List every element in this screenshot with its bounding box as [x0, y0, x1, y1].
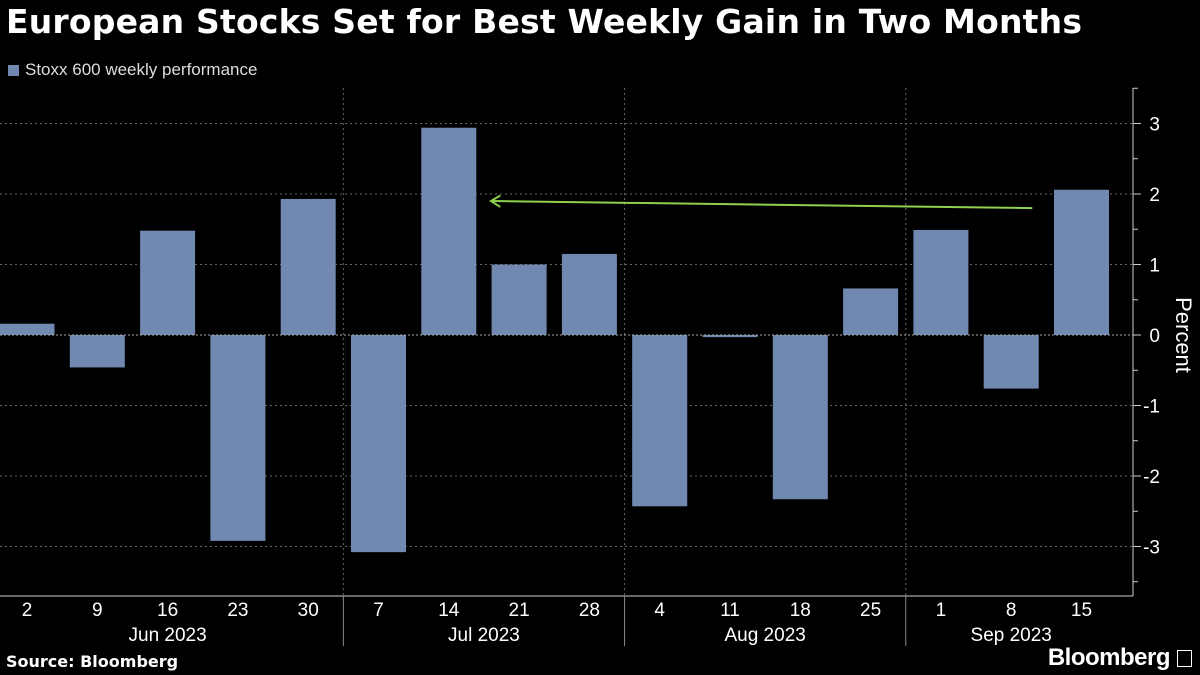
bar: [843, 288, 899, 335]
y-tick-label: 3: [1149, 115, 1160, 136]
x-tick-label: 11: [720, 600, 740, 621]
y-tick-label: -2: [1143, 467, 1160, 488]
y-axis-label: Percent: [1171, 297, 1196, 373]
x-tick-label: 21: [509, 600, 530, 621]
x-tick-label: 30: [298, 600, 319, 621]
bar: [69, 335, 125, 368]
month-label: Sep 2023: [971, 625, 1052, 646]
x-tick-label: 16: [157, 600, 178, 621]
y-tick-label: 1: [1149, 256, 1160, 277]
bar: [913, 229, 969, 335]
y-tick-label: 2: [1149, 185, 1160, 206]
bar: [210, 335, 266, 541]
legend: Stoxx 600 weekly performance: [8, 60, 257, 80]
x-tick-label: 2: [22, 600, 33, 621]
y-tick-label: 0: [1149, 326, 1160, 347]
x-tick-label: 18: [790, 600, 811, 621]
bar: [1054, 189, 1109, 335]
x-tick-label: 9: [92, 600, 103, 621]
bar: [421, 127, 477, 335]
x-tick-label: 7: [373, 600, 384, 621]
bloomberg-logo-icon: [1177, 650, 1192, 667]
x-tick-label: 28: [579, 600, 600, 621]
source-note: Source: Bloomberg: [6, 652, 179, 671]
legend-label: Stoxx 600 weekly performance: [25, 60, 258, 79]
x-tick-label: 8: [1006, 600, 1017, 621]
bar: [772, 335, 828, 500]
x-tick-label: 4: [654, 600, 665, 621]
bar: [280, 198, 336, 335]
month-label: Aug 2023: [724, 625, 805, 646]
x-tick-label: 23: [227, 600, 248, 621]
y-tick-label: -1: [1143, 397, 1160, 418]
y-tick-label: -3: [1143, 538, 1160, 559]
bar: [702, 335, 758, 338]
bloomberg-logo: Bloomberg: [1047, 644, 1171, 671]
bar: [983, 335, 1039, 389]
month-label: Jul 2023: [448, 625, 520, 646]
legend-swatch: [8, 64, 19, 76]
bar: [632, 335, 688, 507]
bar: [491, 264, 547, 335]
chart-title: European Stocks Set for Best Weekly Gain…: [6, 2, 1083, 41]
bar: [561, 253, 617, 335]
x-tick-label: 25: [860, 600, 881, 621]
month-label: Jun 2023: [129, 625, 207, 646]
bar: [140, 230, 196, 335]
x-tick-label: 1: [936, 600, 947, 621]
x-tick-label: 15: [1071, 600, 1092, 621]
annotation-arrow-line: [490, 200, 1033, 210]
annotation-arrow-head: [489, 194, 501, 208]
x-tick-label: 14: [438, 600, 460, 621]
bar: [351, 335, 406, 553]
bar: [0, 323, 55, 335]
